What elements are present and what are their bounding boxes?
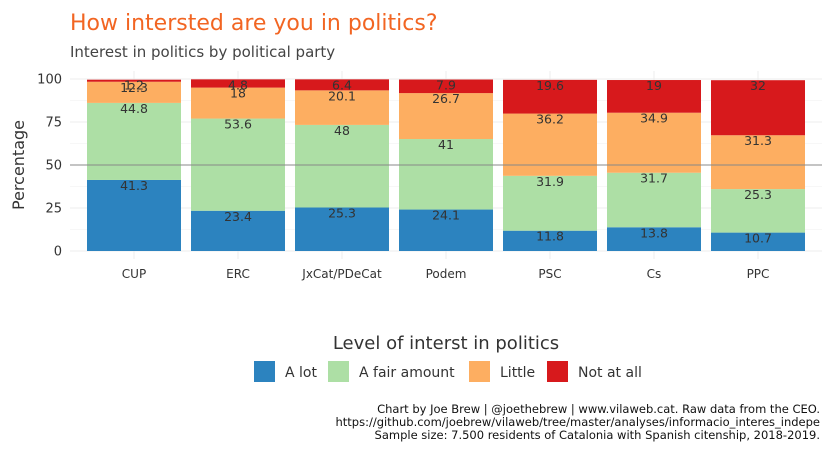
y-tick-label: 75 — [45, 116, 62, 131]
bar-podem-not-at-all — [399, 79, 493, 94]
bar-erc-not-at-all — [191, 79, 285, 88]
data-label: 24.1 — [432, 208, 460, 223]
legend-item: A fair amount — [328, 361, 455, 382]
bars — [70, 79, 822, 251]
data-label: 12.3 — [120, 80, 148, 95]
data-label: 1.2 — [124, 78, 144, 93]
data-label: 41.3 — [120, 178, 148, 193]
bar-jxcat-pdecat-not-at-all — [295, 79, 389, 91]
bar-ppc-little — [711, 135, 805, 190]
bar-psc-not-at-all — [503, 79, 597, 114]
data-label: 19 — [646, 78, 662, 93]
data-label: 25.3 — [744, 187, 772, 202]
data-label: 31.3 — [744, 133, 772, 148]
bar-cup-a-fair-amount — [87, 102, 181, 180]
bar-erc-little — [191, 87, 285, 119]
data-label: 44.8 — [120, 101, 148, 116]
data-label: 18 — [230, 86, 246, 101]
data-label: 36.2 — [536, 112, 564, 127]
bar-jxcat-pdecat-a-lot — [295, 207, 389, 251]
caption-line-2: https://github.com/joebrew/vilaweb/tree/… — [335, 415, 820, 429]
y-tick-label: 0 — [54, 245, 62, 260]
bar-erc-a-lot — [191, 210, 285, 251]
caption-line-3: Sample size: 7.500 residents of Cataloni… — [375, 428, 820, 442]
data-label: 11.8 — [536, 229, 564, 244]
x-axis: CUP ERC JxCat/PDeCat Podem PSC Cs PPC — [122, 267, 770, 281]
bar-psc-a-lot — [503, 230, 597, 251]
data-label: 41 — [438, 137, 454, 152]
legend-item: A lot — [254, 361, 317, 382]
bar-cs-not-at-all — [607, 80, 701, 113]
x-tick-label: Cs — [647, 267, 662, 281]
y-tick-label: 100 — [37, 73, 62, 88]
x-tick-label: CUP — [122, 267, 146, 281]
legend-title: Level of interst in politics — [333, 333, 559, 354]
data-label: 25.3 — [328, 205, 356, 220]
data-label: 32 — [750, 78, 766, 93]
data-label: 13.8 — [640, 225, 668, 240]
data-label: 53.6 — [224, 117, 252, 132]
bar-cs-a-lot — [607, 227, 701, 251]
x-tick-label: ERC — [226, 267, 250, 281]
data-label: 4.8 — [228, 77, 248, 92]
bar-cup-little — [87, 81, 181, 103]
data-label: 26.7 — [432, 91, 460, 106]
legend-item: Little — [469, 361, 535, 382]
legend-swatch — [469, 361, 490, 382]
data-label: 23.4 — [224, 209, 252, 224]
data-label: 31.9 — [536, 174, 564, 189]
bar-cup-a-lot — [87, 179, 181, 251]
chart-title: How intersted are you in politics? — [70, 11, 438, 36]
data-label: 20.1 — [328, 88, 356, 103]
bar-jxcat-pdecat-little — [295, 90, 389, 125]
caption-line-1: Chart by Joe Brew | @joethebrew | www.vi… — [377, 402, 820, 416]
data-label: 34.9 — [640, 111, 668, 126]
legend-label: A fair amount — [359, 365, 455, 381]
data-label: 31.7 — [640, 171, 668, 186]
legend-label: A lot — [285, 365, 317, 381]
data-label: 7.9 — [436, 78, 456, 93]
x-tick-label: PSC — [538, 267, 561, 281]
data-labels: 41.3 44.8 12.31.2 23.4 53.6 184.8 25.3 48 20.16.… — [120, 77, 772, 245]
y-tick-label: 50 — [45, 159, 62, 174]
bar-cs-little — [607, 112, 701, 173]
chart-subtitle: Interest in politics by political party — [70, 43, 335, 61]
bar-ppc-a-fair-amount — [711, 189, 805, 233]
bar-podem-little — [399, 93, 493, 140]
bar-podem-a-lot — [399, 209, 493, 251]
data-label: 10.7 — [744, 231, 772, 246]
bar-podem-a-fair-amount — [399, 139, 493, 210]
bar-cup-not-at-all — [87, 79, 181, 82]
legend-swatch — [547, 361, 568, 382]
bar-ppc-not-at-all — [711, 80, 805, 136]
x-tick-label: JxCat/PDeCat — [301, 267, 382, 281]
legend-label: Not at all — [578, 365, 642, 381]
data-label: 6.4 — [332, 77, 352, 92]
x-tick-label: Podem — [426, 267, 467, 281]
y-axis-title: Percentage — [9, 120, 28, 210]
legend: A lot A fair amount Little Not at all — [254, 361, 642, 382]
bar-ppc-a-lot — [711, 232, 805, 251]
legend-swatch — [328, 361, 349, 382]
y-tick-label: 25 — [45, 202, 62, 217]
data-label: 19.6 — [536, 78, 564, 93]
legend-item: Not at all — [547, 361, 642, 382]
legend-swatch — [254, 361, 275, 382]
legend-label: Little — [500, 365, 535, 381]
bar-psc-a-fair-amount — [503, 175, 597, 231]
x-tick-label: PPC — [747, 267, 770, 281]
y-axis: 0 25 50 75 100 — [37, 73, 62, 260]
data-label: 48 — [334, 123, 350, 138]
bar-jxcat-pdecat-a-fair-amount — [295, 124, 389, 208]
bar-cs-a-fair-amount — [607, 172, 701, 228]
